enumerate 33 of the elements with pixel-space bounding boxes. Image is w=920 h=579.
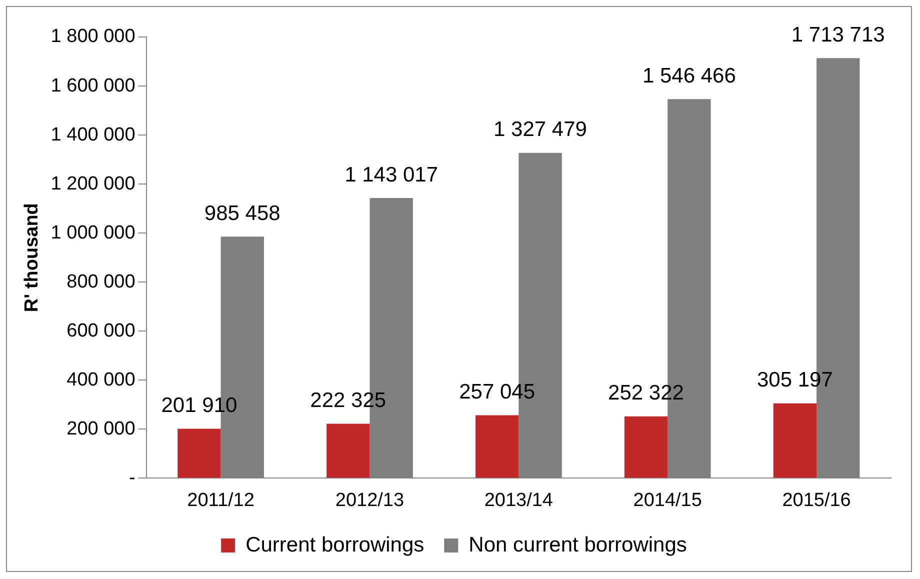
y-tick-label: 1 400 000 — [50, 124, 136, 146]
y-axis-title: R' thousand — [22, 203, 43, 312]
y-tick-label: 1 800 000 — [50, 26, 136, 48]
y-tick-label: 200 000 — [66, 418, 136, 440]
x-tick-label: 2013/14 — [484, 490, 554, 511]
bar — [178, 428, 221, 478]
y-tick-label: 800 000 — [66, 271, 136, 292]
data-label: 252 322 — [608, 382, 684, 405]
data-label: 1 713 713 — [791, 23, 885, 46]
data-label: 222 325 — [310, 389, 386, 412]
y-tick-label: - — [129, 467, 136, 488]
x-tick-label: 2015/16 — [782, 490, 851, 511]
x-tick-label: 2012/13 — [335, 490, 404, 511]
data-label: 305 197 — [756, 368, 833, 392]
data-label: 1 143 017 — [344, 163, 438, 186]
data-label: 985 458 — [204, 202, 280, 225]
bar — [773, 403, 817, 478]
bar — [475, 415, 519, 478]
y-tick-label: 1 000 000 — [50, 222, 136, 244]
y-tick-label: 400 000 — [66, 369, 136, 390]
data-label: 257 045 — [459, 380, 536, 404]
y-tick-label: 1 600 000 — [50, 75, 136, 96]
data-label: 1 546 466 — [642, 64, 736, 88]
legend-label: Current borrowings — [246, 533, 424, 556]
data-label: 1 327 479 — [494, 118, 587, 142]
y-tick-label: 1 200 000 — [50, 173, 136, 194]
x-tick-label: 2014/15 — [633, 490, 702, 511]
x-tick-label: 2011/12 — [187, 490, 254, 511]
data-label: 201 910 — [161, 394, 238, 418]
bar — [326, 424, 370, 478]
legend-label: Non current borrowings — [468, 533, 687, 556]
y-tick-label: 600 000 — [66, 320, 136, 342]
bar — [624, 416, 668, 478]
